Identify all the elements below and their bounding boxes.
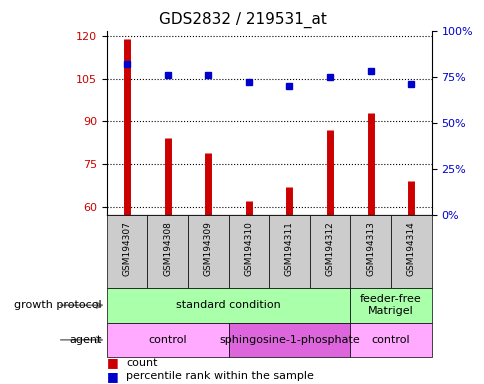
Bar bbox=[228, 323, 349, 357]
Text: control: control bbox=[371, 335, 409, 345]
Text: GSM194312: GSM194312 bbox=[325, 221, 334, 276]
Text: ■: ■ bbox=[106, 370, 118, 383]
Text: GSM194310: GSM194310 bbox=[244, 221, 253, 276]
Text: growth protocol: growth protocol bbox=[14, 300, 102, 310]
Text: GSM194307: GSM194307 bbox=[122, 221, 131, 276]
Text: GSM194314: GSM194314 bbox=[406, 221, 415, 276]
Text: agent: agent bbox=[69, 335, 102, 345]
Text: GSM194309: GSM194309 bbox=[203, 221, 212, 276]
Bar bbox=[188, 215, 228, 288]
Text: GDS2832 / 219531_at: GDS2832 / 219531_at bbox=[158, 12, 326, 28]
Bar bbox=[106, 323, 228, 357]
Bar bbox=[390, 215, 431, 288]
Bar bbox=[309, 215, 349, 288]
Text: GSM194311: GSM194311 bbox=[285, 221, 293, 276]
Bar bbox=[147, 215, 188, 288]
Text: standard condition: standard condition bbox=[176, 300, 280, 310]
Bar bbox=[349, 288, 431, 323]
Text: GSM194313: GSM194313 bbox=[365, 221, 375, 276]
Bar bbox=[228, 215, 269, 288]
Text: control: control bbox=[148, 335, 186, 345]
Text: ■: ■ bbox=[106, 356, 118, 369]
Text: GSM194308: GSM194308 bbox=[163, 221, 172, 276]
Bar bbox=[106, 288, 349, 323]
Bar bbox=[349, 215, 390, 288]
Text: percentile rank within the sample: percentile rank within the sample bbox=[126, 371, 313, 381]
Text: sphingosine-1-phosphate: sphingosine-1-phosphate bbox=[219, 335, 359, 345]
Bar bbox=[106, 215, 147, 288]
Text: count: count bbox=[126, 358, 157, 368]
Bar bbox=[269, 215, 309, 288]
Text: feeder-free
Matrigel: feeder-free Matrigel bbox=[360, 295, 421, 316]
Bar bbox=[349, 323, 431, 357]
